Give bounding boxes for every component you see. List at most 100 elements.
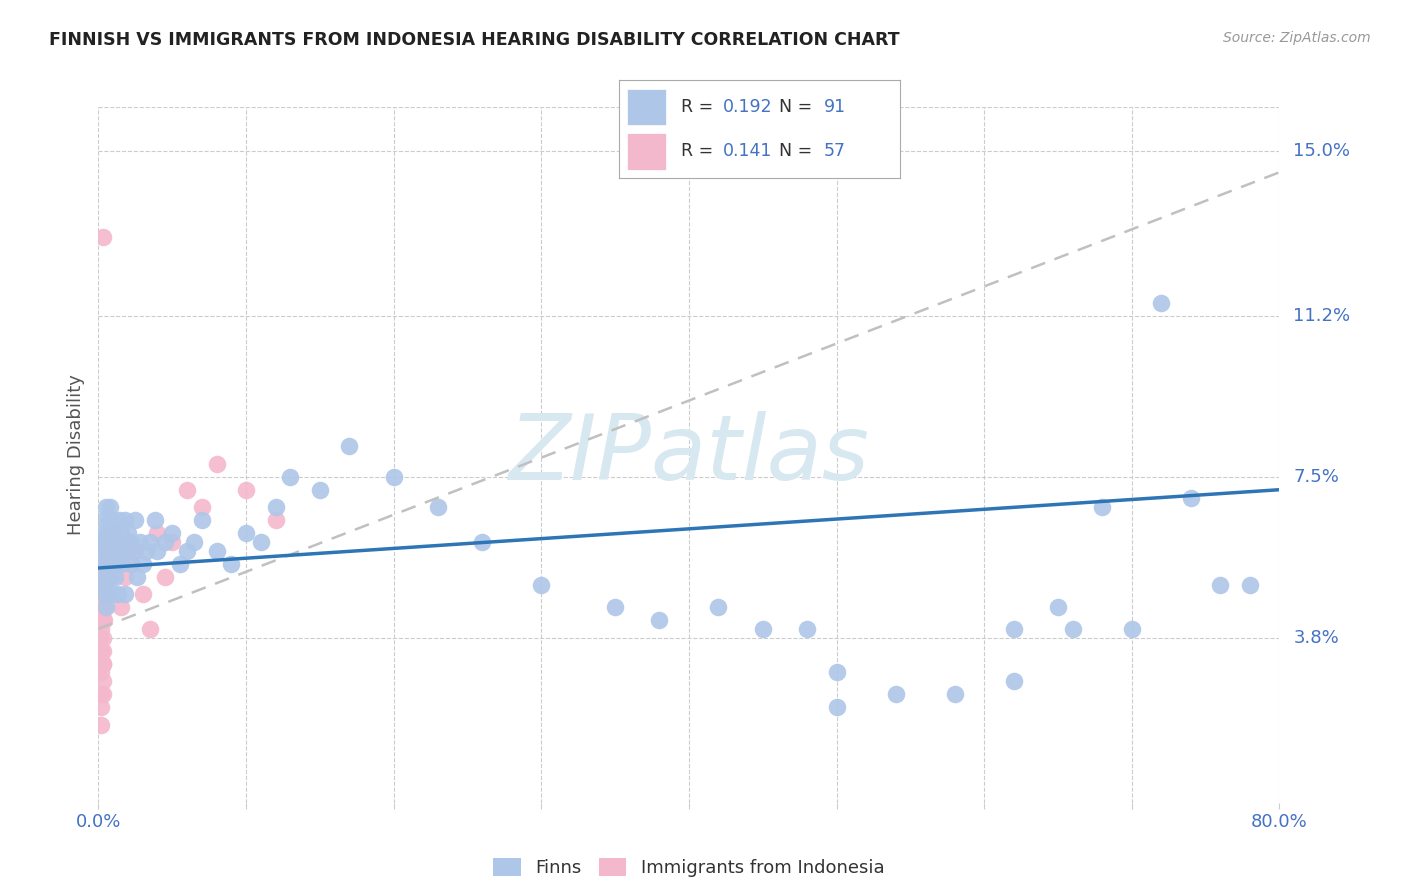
Point: [94, 543, 117, 558]
Point: [91, 587, 114, 601]
Point: [250, 535, 273, 549]
Point: [90, 600, 112, 615]
Point: [107, 535, 129, 549]
Point: [90, 717, 112, 731]
Point: [132, 557, 155, 571]
Point: [91, 613, 114, 627]
Point: [191, 513, 214, 527]
Point: [94, 557, 117, 571]
Point: [91, 657, 114, 671]
Point: [90, 622, 112, 636]
Point: [132, 587, 155, 601]
Point: [278, 469, 302, 483]
Point: [122, 543, 145, 558]
Point: [162, 535, 183, 549]
Point: [146, 526, 169, 541]
Text: FINNISH VS IMMIGRANTS FROM INDONESIA HEARING DISABILITY CORRELATION CHART: FINNISH VS IMMIGRANTS FROM INDONESIA HEA…: [49, 31, 900, 49]
Point: [235, 483, 257, 497]
Point: [382, 469, 405, 483]
Point: [108, 513, 131, 527]
Point: [91, 674, 114, 689]
Point: [153, 570, 176, 584]
Point: [135, 543, 157, 558]
Point: [96, 557, 118, 571]
Point: [1002, 622, 1025, 636]
Point: [884, 687, 907, 701]
Point: [94, 578, 117, 592]
Point: [91, 657, 114, 671]
Point: [89, 631, 111, 645]
Point: [93, 570, 115, 584]
Point: [169, 557, 191, 571]
Point: [176, 483, 198, 497]
Point: [108, 543, 131, 558]
Point: [97, 587, 120, 601]
Point: [107, 587, 129, 601]
Point: [89, 613, 111, 627]
Point: [264, 513, 287, 527]
Point: [1062, 622, 1084, 636]
Point: [120, 557, 142, 571]
Point: [97, 513, 120, 527]
Point: [93, 543, 115, 558]
Point: [309, 483, 332, 497]
Point: [93, 513, 115, 527]
Point: [93, 600, 115, 615]
Text: R =: R =: [681, 98, 718, 116]
Point: [91, 230, 114, 244]
Point: [91, 578, 114, 592]
Point: [110, 543, 132, 558]
Point: [146, 543, 169, 558]
Point: [1046, 600, 1069, 615]
Point: [110, 600, 132, 615]
Point: [128, 535, 150, 549]
Point: [97, 535, 120, 549]
Point: [103, 587, 125, 601]
Text: 0.192: 0.192: [723, 98, 772, 116]
Point: [94, 500, 117, 514]
Point: [94, 535, 117, 549]
Point: [98, 535, 121, 549]
Point: [100, 557, 122, 571]
Point: [91, 687, 114, 701]
Point: [1180, 491, 1202, 506]
Point: [139, 535, 162, 549]
Point: [104, 535, 127, 549]
Point: [93, 613, 115, 627]
Point: [91, 643, 114, 657]
Point: [120, 535, 142, 549]
Point: [205, 457, 228, 471]
Text: 15.0%: 15.0%: [1294, 142, 1350, 160]
Point: [471, 535, 494, 549]
Point: [90, 665, 112, 680]
Point: [100, 526, 122, 541]
Text: 11.2%: 11.2%: [1294, 307, 1351, 325]
Point: [153, 535, 176, 549]
Point: [96, 587, 118, 601]
Point: [105, 557, 128, 571]
Point: [751, 622, 773, 636]
Text: 57: 57: [824, 143, 846, 161]
Point: [143, 513, 166, 527]
Point: [117, 526, 139, 541]
Point: [825, 700, 848, 714]
Point: [97, 557, 120, 571]
Point: [90, 643, 112, 657]
Point: [103, 543, 125, 558]
Point: [110, 526, 132, 541]
Point: [91, 600, 114, 615]
Point: [219, 557, 242, 571]
Text: R =: R =: [681, 143, 718, 161]
Point: [98, 543, 121, 558]
Point: [124, 513, 146, 527]
Point: [93, 578, 115, 592]
Point: [90, 535, 112, 549]
Point: [96, 526, 118, 541]
Point: [112, 535, 135, 549]
Point: [530, 578, 553, 592]
Point: [98, 570, 121, 584]
Point: [114, 587, 136, 601]
Text: 3.8%: 3.8%: [1294, 629, 1339, 647]
Point: [94, 600, 117, 615]
Point: [707, 600, 730, 615]
